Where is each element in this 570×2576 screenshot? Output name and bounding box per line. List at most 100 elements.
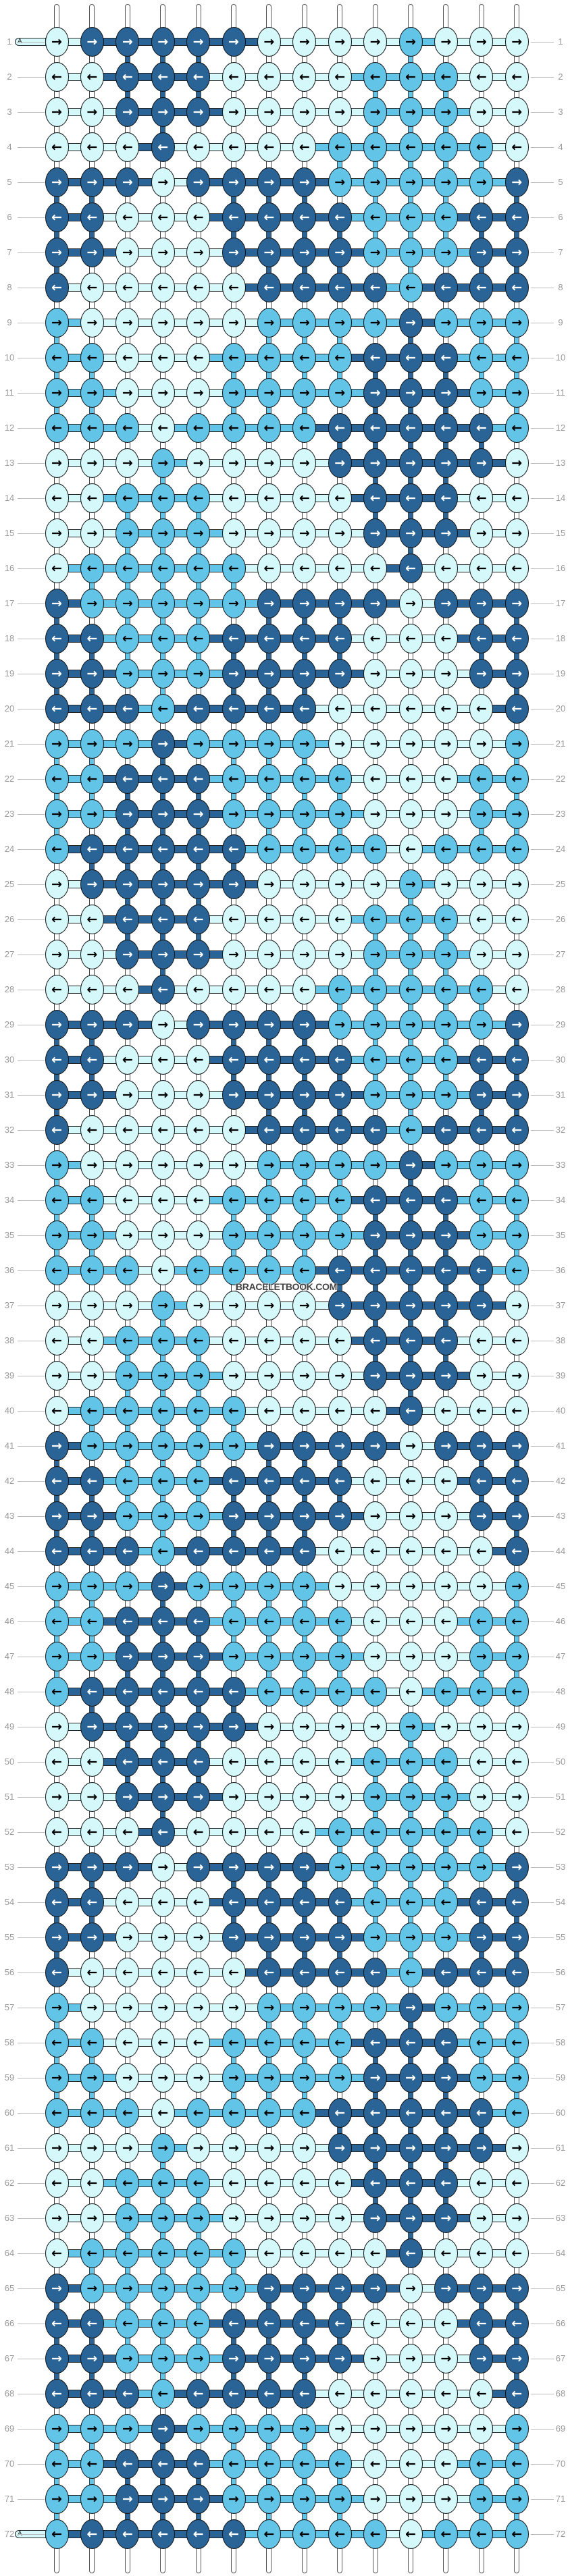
carrier-thread (280, 1863, 294, 1871)
knot: → (469, 97, 494, 127)
arrow-left-icon: ← (122, 2246, 133, 2261)
knot: ← (434, 2238, 458, 2268)
knot: → (469, 2414, 494, 2444)
string-segment (372, 371, 378, 379)
arrow-right-icon: → (263, 1228, 275, 1243)
string-segment (301, 1003, 307, 1011)
arrow-right-icon: → (122, 315, 133, 330)
arrow-left-icon: ← (263, 421, 275, 435)
string-segment (195, 1565, 201, 1573)
arrow-left-icon: ← (157, 2457, 169, 2471)
arrow-right-icon: → (263, 245, 275, 260)
arrow-left-icon: ← (405, 2105, 416, 2120)
string-segment (231, 547, 236, 555)
carrier-thread (315, 2284, 330, 2292)
knot: ← (80, 694, 104, 724)
arrow-left-icon: ← (475, 1263, 487, 1278)
arrow-left-icon: ← (511, 140, 523, 155)
string-segment (54, 406, 59, 414)
arrow-left-icon: ← (334, 1965, 346, 1980)
carrier-thread (351, 354, 365, 362)
arrow-left-icon: ← (405, 1403, 416, 1418)
carrier-thread (209, 1793, 223, 1801)
knot: → (151, 799, 175, 829)
string-segment (443, 1705, 449, 1713)
carrier-thread (492, 1372, 507, 1380)
carrier-thread (386, 810, 400, 818)
row-number-left: 70 (4, 2459, 15, 2469)
arrow-left-icon: ← (475, 2527, 487, 2542)
knot: ← (115, 624, 140, 653)
arrow-left-icon: ← (299, 1544, 310, 1559)
knot: → (151, 2414, 175, 2444)
knot: → (45, 729, 69, 759)
string-segment (372, 55, 378, 63)
carrier-thread (138, 1477, 153, 1485)
knot: ← (363, 834, 388, 864)
knot: ← (257, 1677, 281, 1707)
carrier-thread (457, 1653, 471, 1661)
carrier-thread (209, 564, 223, 572)
arrow-right-icon: → (263, 526, 275, 541)
carrier-thread (103, 2319, 117, 2328)
carrier-thread (244, 950, 259, 959)
knot: ← (434, 1536, 458, 1566)
carrier-thread (351, 319, 365, 327)
string-segment (301, 687, 307, 695)
knot: ← (45, 1958, 69, 1987)
arrow-right-icon: → (511, 105, 523, 119)
carrier-thread (457, 1126, 471, 1134)
carrier-thread (315, 1933, 330, 1941)
arrow-right-icon: → (122, 1439, 133, 1453)
arrow-left-icon: ← (369, 1614, 381, 1629)
arrow-right-icon: → (334, 1509, 346, 1524)
carrier-thread (421, 2249, 436, 2257)
row-guide-left (18, 1867, 45, 1868)
string-segment (89, 1635, 95, 1643)
carrier-thread (386, 1863, 400, 1871)
string-segment (231, 90, 236, 99)
knot: → (45, 1220, 69, 1250)
string-segment (337, 2091, 343, 2099)
knot: ← (45, 1466, 69, 1496)
arrow-left-icon: ← (122, 2035, 133, 2050)
arrow-left-icon: ← (440, 1474, 452, 1488)
carrier-thread (386, 1442, 400, 1450)
knot: → (45, 2274, 69, 2303)
carrier-thread (315, 1231, 330, 1239)
string-segment (514, 1214, 520, 1222)
string-segment (54, 161, 59, 169)
carrier-thread (68, 1933, 82, 1941)
string-segment (408, 1249, 413, 1257)
carrier-thread (492, 635, 507, 643)
knot: → (45, 2063, 69, 2093)
string-segment (231, 1670, 236, 1678)
carrier-thread (351, 2284, 365, 2292)
knot: ← (434, 1887, 458, 1917)
carrier-thread (351, 2004, 365, 2012)
arrow-left-icon: ← (263, 1895, 275, 1910)
arrow-right-icon: → (475, 1649, 487, 1664)
arrow-left-icon: ← (475, 2176, 487, 2191)
row-guide-left (18, 1095, 45, 1096)
knot: → (257, 729, 281, 759)
carrier-thread (174, 459, 188, 467)
string-segment (195, 1459, 201, 1468)
knot: ← (469, 62, 494, 92)
knot: → (398, 167, 423, 197)
knot: → (398, 659, 423, 689)
carrier-thread (457, 2355, 471, 2363)
carrier-thread (421, 1898, 436, 1906)
knot: ← (363, 2379, 388, 2409)
arrow-left-icon: ← (157, 2035, 169, 2050)
knot: → (292, 1010, 317, 1040)
string-segment (231, 1108, 236, 1117)
row-number-right: 3 (558, 107, 563, 117)
carrier-thread (138, 354, 153, 362)
arrow-right-icon: → (157, 245, 169, 260)
arrow-left-icon: ← (334, 842, 346, 857)
carrier-thread (209, 1933, 223, 1941)
carrier-thread (174, 740, 188, 748)
arrow-left-icon: ← (369, 210, 381, 225)
knot: → (222, 2063, 246, 2093)
